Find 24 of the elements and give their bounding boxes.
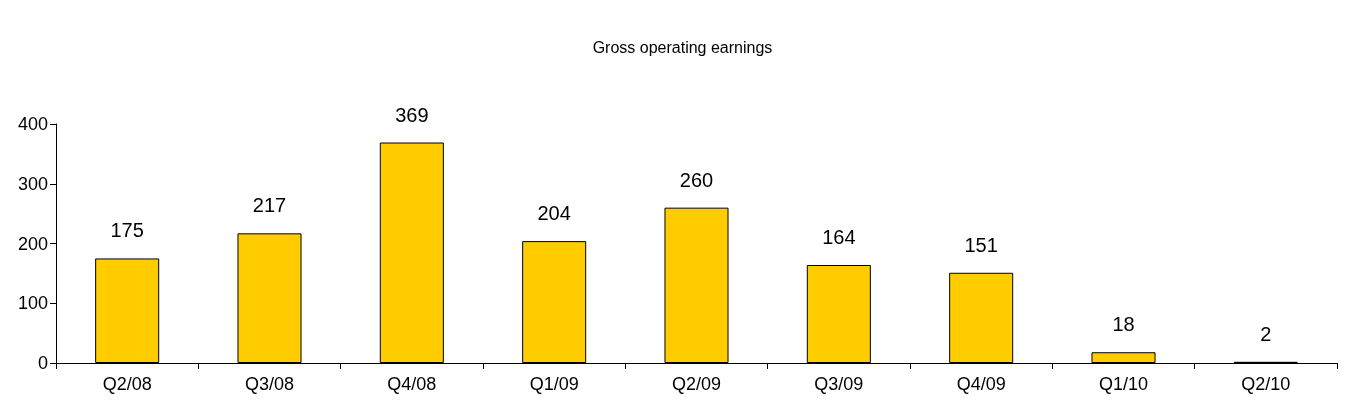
y-tick-label: 200: [17, 233, 48, 254]
data-label: 164: [822, 226, 856, 249]
x-tick-label: Q3/09: [814, 374, 864, 394]
x-tick-label: Q3/08: [244, 374, 295, 394]
x-tick-label: Q4/09: [956, 374, 1006, 394]
x-tick-label: Q1/10: [1098, 374, 1149, 394]
y-tick-label: 300: [17, 173, 48, 194]
y-tick-label: 0: [37, 353, 48, 373]
y-tick-label: 100: [17, 293, 48, 314]
data-label: 18: [1112, 313, 1135, 336]
chart-title: Gross operating earnings: [592, 38, 773, 56]
x-tick-label: Q4/08: [387, 374, 437, 394]
x-tick-label: Q2/08: [102, 374, 152, 394]
x-tick-label: Q2/10: [1241, 374, 1291, 394]
x-tick-label: Q1/09: [529, 374, 579, 394]
data-label: 260: [679, 168, 714, 191]
data-label: 2: [1260, 322, 1272, 345]
data-label: 369: [395, 103, 429, 126]
data-label: 204: [537, 202, 571, 225]
data-label: 175: [110, 219, 144, 242]
x-tick-label: Q2/09: [671, 374, 722, 394]
y-tick-label: 400: [17, 114, 48, 134]
data-label: 217: [252, 194, 287, 217]
data-label: 151: [964, 233, 998, 256]
